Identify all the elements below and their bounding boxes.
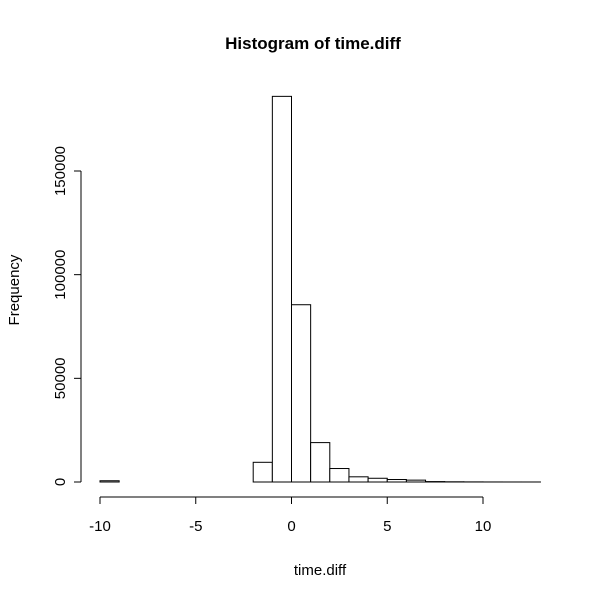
y-axis-label: Frequency — [6, 254, 23, 325]
histogram-bar — [329, 468, 350, 483]
x-tick-label: -10 — [89, 518, 111, 535]
histogram-bar — [367, 477, 388, 483]
histogram-bar — [252, 461, 273, 483]
bars-group — [99, 95, 541, 483]
histogram-bar — [386, 479, 407, 483]
x-tick-label: 10 — [475, 518, 492, 535]
x-tick-label: 0 — [287, 518, 295, 535]
x-tick-label: -5 — [189, 518, 202, 535]
histogram-bar — [291, 304, 312, 483]
x-tick-label: 5 — [383, 518, 391, 535]
chart-title: Histogram of time.diff — [225, 34, 401, 53]
x-axis: -10 -5 0 5 10 — [89, 496, 492, 535]
histogram-bar — [310, 442, 331, 483]
y-tick-label: 100000 — [52, 250, 69, 300]
x-axis-label: time.diff — [294, 562, 347, 579]
histogram-bar — [271, 95, 293, 483]
histogram-bar — [348, 476, 369, 483]
y-tick-label: 150000 — [52, 146, 69, 196]
y-axis: 0 50000 100000 150000 — [52, 146, 82, 486]
y-tick-label: 0 — [52, 478, 69, 486]
y-tick-label: 50000 — [52, 357, 69, 399]
histogram-bar — [405, 479, 427, 483]
histogram-bar — [99, 480, 120, 483]
